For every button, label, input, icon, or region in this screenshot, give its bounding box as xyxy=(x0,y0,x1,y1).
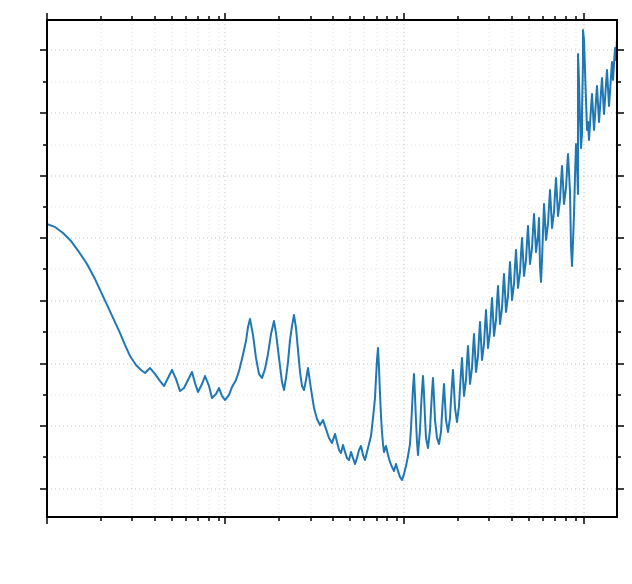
chart-container xyxy=(0,0,632,584)
line-chart xyxy=(0,0,632,584)
